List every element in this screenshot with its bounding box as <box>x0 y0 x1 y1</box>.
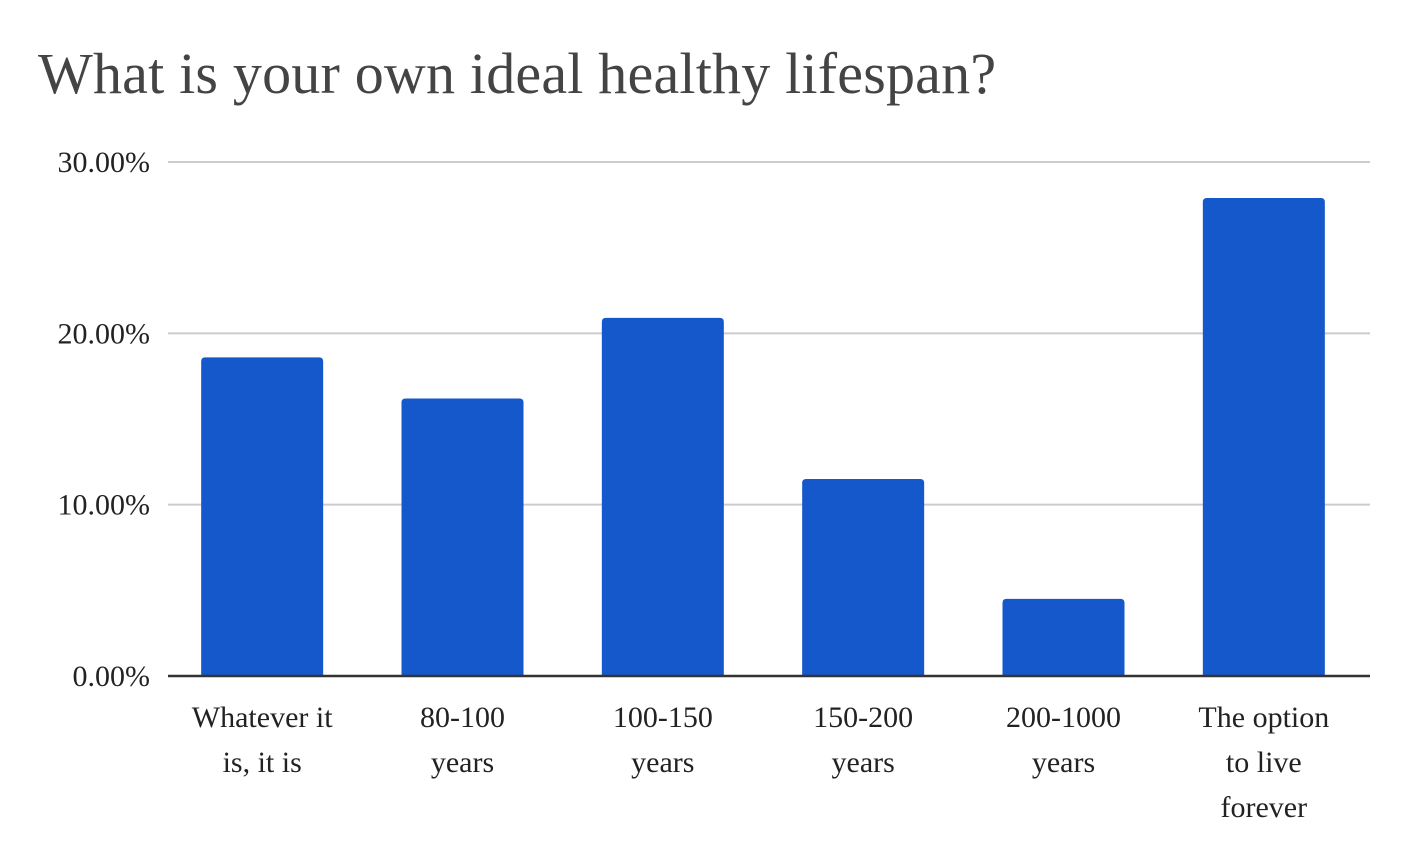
y-axis-tick-labels: 0.00% 10.00% 20.00% 30.00% <box>58 146 151 693</box>
chart-title: What is your own ideal healthy lifespan? <box>38 41 997 106</box>
x-tick-label: 80-100 years <box>420 701 505 779</box>
x-tick-label: 200-1000 years <box>1006 701 1121 779</box>
bar <box>601 317 724 676</box>
x-axis-category-labels: Whatever it is, it is 80-100 years 100-150 ye… <box>192 701 1329 824</box>
y-tick-label: 0.00% <box>73 660 151 693</box>
x-tick-label: The option to live forever <box>1198 701 1329 824</box>
x-tick-label: Whatever it is, it is <box>192 701 333 779</box>
bar <box>1202 197 1325 677</box>
y-tick-label: 20.00% <box>58 317 151 350</box>
bar <box>401 398 524 676</box>
bar <box>1002 598 1125 676</box>
y-tick-label: 30.00% <box>58 146 151 179</box>
y-tick-label: 10.00% <box>58 489 151 522</box>
x-tick-label: 150-200 years <box>813 701 913 779</box>
bars <box>201 197 1325 677</box>
gridlines <box>168 161 1370 506</box>
bar <box>802 478 925 676</box>
x-tick-label: 100-150 years <box>613 701 713 779</box>
bar <box>201 357 324 676</box>
